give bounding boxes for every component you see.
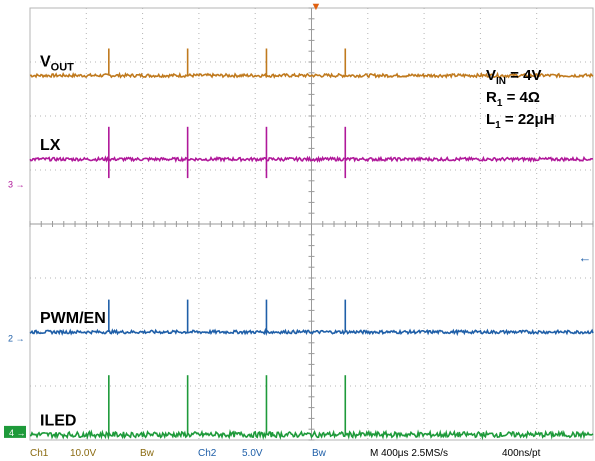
trace-lx — [29, 155, 594, 164]
trigger-level-arrow-icon: ← — [579, 250, 592, 265]
trigger-marker-icon: ▼ — [311, 1, 322, 13]
trace-label-vout: VOUT — [40, 54, 74, 74]
ch1-label: Ch1 — [30, 448, 49, 459]
sample-resolution: 400ns/pt — [502, 448, 541, 459]
ch1-scale: 10.0V — [70, 448, 96, 459]
status-bar: Ch1 10.0V Bw Ch2 5.0V Bw M 400μs 2.5MS/s… — [30, 448, 541, 459]
condition-line: R1 = 4Ω — [486, 89, 540, 109]
ch2-bandwidth: Bw — [312, 448, 327, 459]
scope-traces — [29, 48, 594, 441]
trace-labels: VOUT LX PWM/EN ILED — [40, 54, 106, 430]
trace-iled — [29, 428, 594, 441]
timebase: M 400μs 2.5MS/s — [370, 448, 448, 459]
condition-line: VIN = 4V — [486, 67, 541, 87]
channel-marker-2: 2 → — [8, 333, 25, 343]
trace-pwm-en — [29, 327, 594, 337]
trace-vout — [29, 71, 594, 79]
channel-marker-3: 3 → — [8, 180, 25, 190]
trace-label-iled: ILED — [40, 413, 76, 430]
ch2-label: Ch2 — [198, 448, 217, 459]
ch1-bandwidth: Bw — [140, 448, 155, 459]
channel-marker-4 — [4, 425, 26, 438]
ch2-scale: 5.0V — [242, 448, 263, 459]
trace-label-lx: LX — [40, 137, 61, 154]
channel-markers: 3 → 2 → 4 → — [4, 180, 26, 438]
condition-line: L1 = 22μH — [486, 111, 555, 131]
scope-grid — [29, 7, 594, 441]
trace-label-pwm-en: PWM/EN — [40, 310, 106, 327]
channel-marker-label: 4 → — [9, 428, 26, 438]
